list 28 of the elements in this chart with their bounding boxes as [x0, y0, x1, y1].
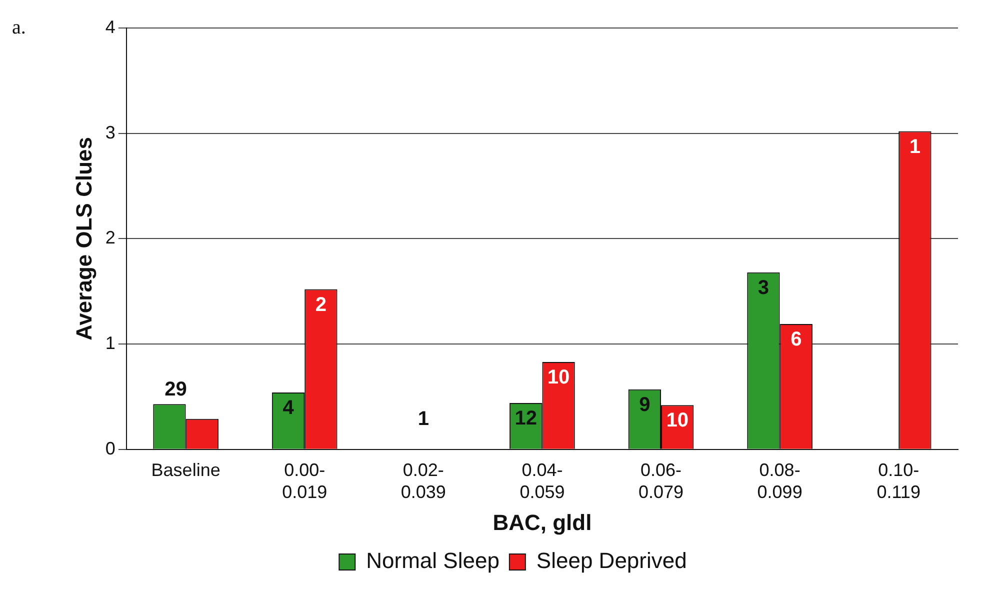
annotation: 1: [418, 408, 429, 430]
x-tick-label: 0.10- 0.119: [876, 460, 920, 502]
y-tick-label: 0: [105, 438, 116, 458]
annotation: 3: [758, 276, 770, 299]
x-tick-label: 0.02- 0.039: [400, 460, 446, 502]
annotation: 10: [547, 366, 570, 388]
y-tick-label: 1: [105, 333, 116, 354]
legend-label: Sleep Deprived: [536, 548, 687, 574]
x-tick-label: 0.00- 0.019: [282, 460, 328, 502]
annotation: 1: [909, 136, 920, 158]
y-axis-title: Average OLS Clues: [71, 137, 96, 340]
text: a.: [12, 16, 26, 38]
annotation: 10: [666, 410, 688, 432]
x-tick-label: 0.06- 0.079: [638, 460, 684, 502]
annotation: 9: [639, 394, 650, 416]
x-axis-title: BAC, gldl: [492, 510, 592, 535]
annotation: 6: [790, 328, 802, 351]
y-tick-label: 4: [105, 16, 116, 37]
x-tick-label: Baseline: [151, 460, 220, 480]
y-tick-label: 2: [105, 228, 116, 248]
x-tick-label: 0.04- 0.059: [520, 460, 565, 502]
legend-label: Normal Sleep: [366, 548, 500, 574]
annotation: 29: [164, 378, 187, 401]
annotation: 12: [514, 408, 537, 430]
annotation: 2: [315, 294, 327, 316]
x-tick-label: 0.08- 0.099: [757, 460, 802, 502]
annotation: 4: [282, 397, 295, 420]
y-tick-label: 3: [105, 122, 116, 142]
